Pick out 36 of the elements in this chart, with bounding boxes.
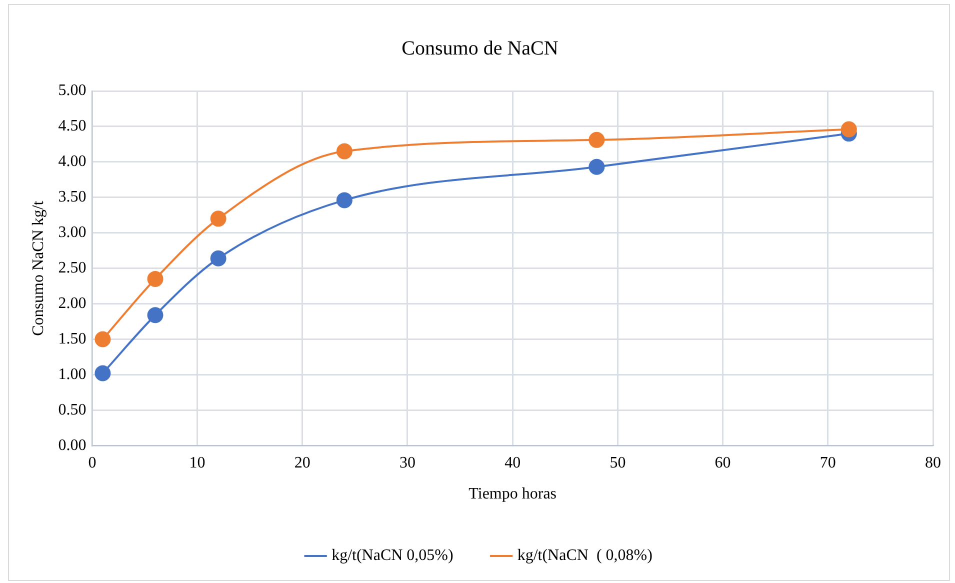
y-tick-label: 3.50 bbox=[58, 188, 86, 206]
y-tick-label: 2.00 bbox=[58, 294, 86, 312]
x-tick-label: 0 bbox=[88, 454, 96, 472]
point bbox=[94, 331, 111, 348]
y-tick-label: 2.50 bbox=[58, 260, 86, 277]
chart-title: Consumo de NaCN bbox=[402, 37, 558, 60]
legend-label: kg/t(NaCN ( 0,08%) bbox=[517, 547, 652, 564]
point bbox=[336, 192, 352, 208]
point bbox=[147, 270, 164, 287]
point bbox=[588, 132, 605, 148]
y-tick-label: 0.00 bbox=[58, 436, 86, 454]
y-axis-title: Consumo NaCN kg/t bbox=[30, 200, 47, 336]
point bbox=[840, 121, 857, 138]
y-tick-label: 0.50 bbox=[58, 401, 86, 418]
x-tick-label: 80 bbox=[925, 454, 941, 472]
x-tick-label: 70 bbox=[820, 454, 836, 472]
y-tick-label: 4.00 bbox=[58, 153, 86, 170]
y-tick-label: 3.00 bbox=[58, 224, 86, 242]
y-tick-label: 1.00 bbox=[58, 366, 86, 383]
x-tick-label: 10 bbox=[189, 454, 206, 472]
legend-label: kg/t(NaCN 0,05%) bbox=[332, 547, 454, 564]
x-tick-label: 40 bbox=[504, 454, 521, 472]
point bbox=[210, 250, 226, 266]
y-tick-label: 1.50 bbox=[58, 330, 86, 348]
x-tick-label: 60 bbox=[714, 454, 731, 472]
y-tick-label: 4.50 bbox=[58, 118, 86, 135]
x-axis-title: Tiempo horas bbox=[468, 486, 557, 503]
x-tick-label: 30 bbox=[400, 454, 416, 472]
point bbox=[588, 158, 605, 175]
point bbox=[147, 307, 164, 324]
y-tick-label: 5.00 bbox=[58, 82, 86, 100]
x-tick-label: 20 bbox=[294, 454, 310, 472]
point bbox=[94, 365, 111, 382]
x-tick-label: 50 bbox=[610, 454, 626, 472]
point bbox=[210, 210, 226, 227]
point bbox=[336, 143, 352, 160]
